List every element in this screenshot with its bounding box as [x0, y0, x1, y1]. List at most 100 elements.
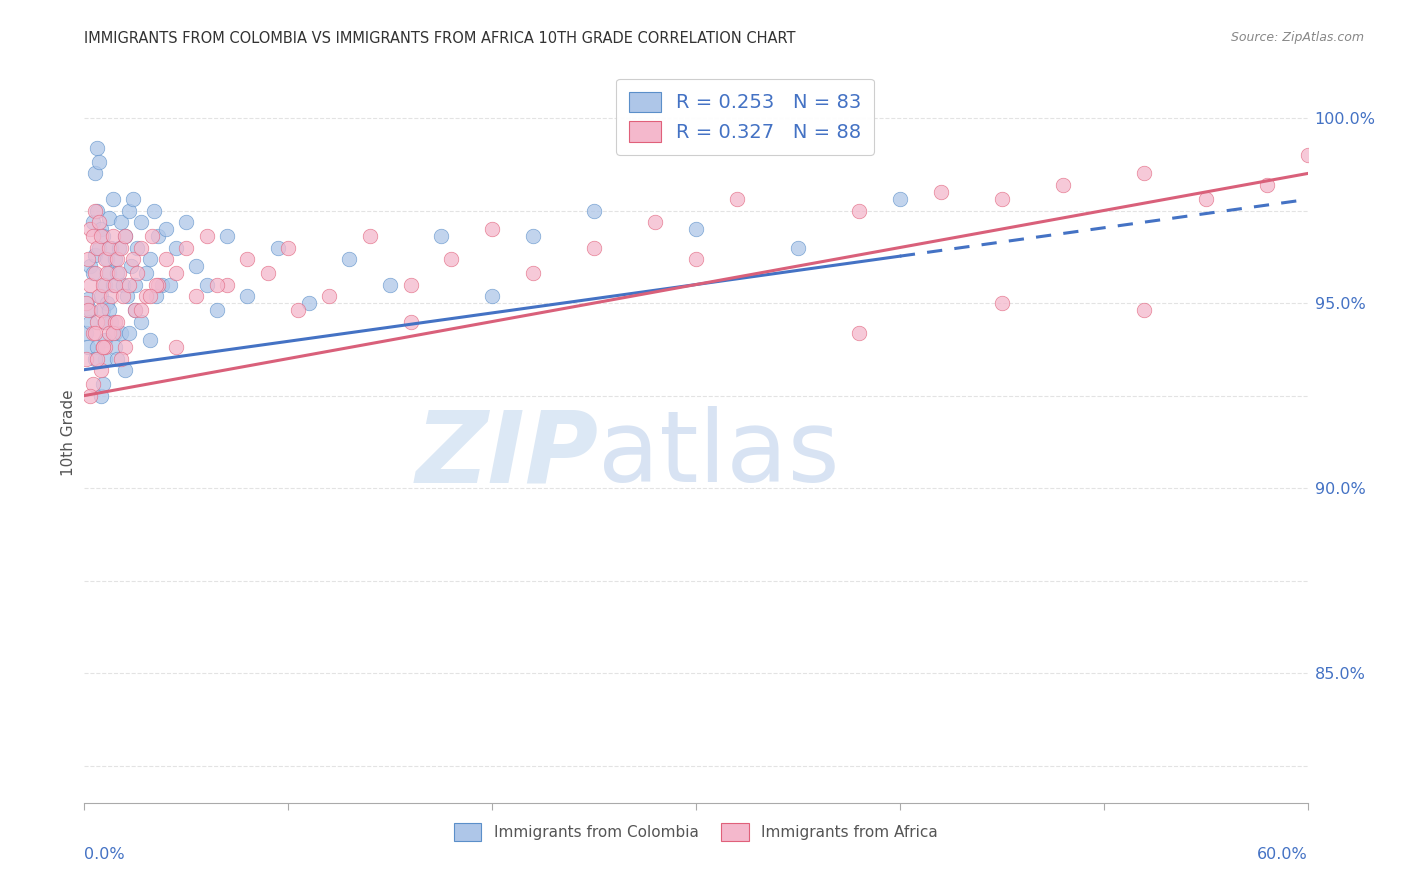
Point [83, 267, 105, 281]
Point [195, 277, 218, 292]
Point [87, 155, 110, 169]
Point [481, 222, 503, 236]
Point [138, 288, 160, 302]
Point [127, 241, 149, 255]
Point [96, 296, 118, 310]
Point [93, 333, 115, 347]
Point [77, 341, 100, 355]
Point [118, 277, 141, 292]
Point [91, 341, 114, 355]
Point [75, 351, 97, 366]
Point [96, 267, 118, 281]
Point [83, 203, 105, 218]
Point [298, 296, 321, 310]
Point [380, 277, 402, 292]
Text: 0.0%: 0.0% [84, 847, 125, 863]
Point [75, 326, 97, 340]
Point [93, 351, 115, 366]
Point [101, 193, 124, 207]
Point [93, 277, 115, 292]
Point [90, 229, 112, 244]
Point [236, 252, 259, 266]
Point [131, 314, 153, 328]
Point [110, 214, 132, 228]
Point [104, 326, 127, 340]
Point [165, 341, 187, 355]
Point [174, 241, 197, 255]
Point [108, 267, 131, 281]
Point [77, 303, 100, 318]
Point [522, 229, 544, 244]
Point [725, 193, 748, 207]
Point [82, 214, 104, 228]
Point [440, 252, 463, 266]
Point [104, 277, 127, 292]
Point [108, 241, 131, 255]
Point [104, 314, 127, 328]
Point [583, 203, 606, 218]
Point [685, 222, 707, 236]
Point [287, 303, 309, 318]
Point [86, 351, 108, 366]
Point [93, 252, 115, 266]
Point [101, 277, 124, 292]
Point [110, 326, 132, 340]
Point [114, 362, 136, 376]
Point [217, 277, 239, 292]
Point [79, 259, 101, 273]
Point [114, 341, 136, 355]
Point [186, 259, 208, 273]
Point [90, 362, 112, 376]
Point [127, 267, 149, 281]
Point [644, 214, 666, 228]
Point [165, 267, 187, 281]
Point [97, 326, 120, 340]
Point [86, 341, 108, 355]
Point [174, 214, 197, 228]
Point [79, 388, 101, 402]
Point [1256, 178, 1278, 192]
Point [79, 222, 101, 236]
Point [848, 203, 870, 218]
Point [75, 296, 97, 310]
Point [138, 333, 160, 347]
Point [82, 377, 104, 392]
Point [82, 267, 104, 281]
Point [195, 229, 218, 244]
Point [96, 252, 118, 266]
Point [91, 229, 114, 244]
Point [205, 277, 228, 292]
Point [257, 267, 280, 281]
Point [87, 214, 110, 228]
Point [889, 193, 911, 207]
Point [90, 222, 112, 236]
Point [267, 241, 290, 255]
Point [155, 222, 177, 236]
Point [100, 314, 122, 328]
Point [77, 252, 100, 266]
Point [150, 277, 173, 292]
Point [87, 241, 110, 255]
Point [97, 267, 120, 281]
Point [430, 229, 453, 244]
Point [165, 241, 187, 255]
Point [522, 267, 544, 281]
Point [929, 185, 952, 199]
Point [124, 303, 146, 318]
Point [124, 277, 146, 292]
Point [110, 351, 132, 366]
Point [93, 314, 115, 328]
Point [83, 326, 105, 340]
Point [86, 241, 108, 255]
Point [138, 252, 160, 266]
Point [131, 214, 153, 228]
Point [159, 277, 181, 292]
Point [991, 193, 1014, 207]
Point [101, 229, 124, 244]
Point [86, 140, 108, 154]
Point [79, 314, 101, 328]
Text: ZIP: ZIP [415, 407, 598, 503]
Point [399, 314, 422, 328]
Point [481, 288, 503, 302]
Point [91, 277, 114, 292]
